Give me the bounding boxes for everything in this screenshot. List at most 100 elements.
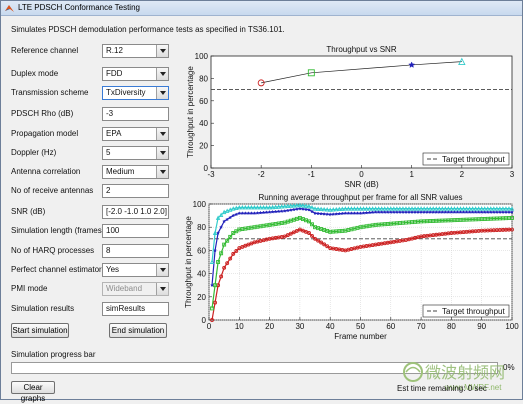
series-point-2 [252, 211, 257, 216]
series-point-3 [476, 206, 481, 211]
title-bar: LTE PDSCH Conformance Testing [1, 1, 522, 16]
chevron-down-icon[interactable] [156, 87, 168, 99]
param-input-10[interactable]: 8 [102, 244, 169, 258]
series-point-1 [307, 219, 311, 224]
series-point-0 [210, 318, 214, 322]
x-tick-label: -1 [308, 170, 316, 179]
series-point-2 [243, 211, 248, 216]
series-point-3 [288, 203, 294, 208]
param-label: No of receive antennas [11, 186, 94, 195]
series-point-2 [461, 209, 466, 214]
series-point-3 [391, 206, 397, 211]
chevron-down-icon[interactable] [156, 147, 168, 159]
param-dropdown-1[interactable]: FDD [102, 67, 169, 81]
series-point-3 [276, 204, 281, 209]
series-point-0 [282, 234, 287, 239]
data-point-3 [458, 57, 466, 66]
clear-graphs-button[interactable]: Clear graphs [11, 381, 55, 403]
series-point-2 [209, 283, 215, 287]
param-input-7[interactable]: 2 [102, 184, 169, 198]
param-dropdown-2[interactable]: TxDiversity [102, 86, 169, 100]
end-simulation-button[interactable]: End simulation [109, 323, 167, 338]
series-point-3 [306, 203, 312, 209]
matlab-icon [5, 5, 14, 12]
series-point-2 [334, 211, 339, 216]
series-point-2 [467, 209, 472, 214]
series-point-2 [352, 211, 357, 216]
series-point-3 [246, 204, 251, 210]
series-point-0 [313, 236, 318, 241]
series-point-2 [288, 207, 293, 212]
series-point-2 [328, 212, 333, 217]
series-point-2 [422, 209, 427, 214]
series-point-2 [400, 209, 405, 214]
series-point-2 [297, 206, 302, 211]
series-point-3 [361, 206, 366, 211]
series-point-2 [397, 209, 402, 214]
param-label: Transmission scheme [11, 88, 89, 97]
series-point-0 [322, 242, 327, 247]
series-point-2 [291, 207, 296, 212]
param-input-3[interactable]: -3 [102, 107, 169, 121]
data-point-0 [257, 79, 265, 87]
series-point-3 [440, 206, 445, 211]
chevron-down-icon[interactable] [156, 166, 168, 178]
series-point-2 [379, 209, 384, 214]
series-point-3 [315, 206, 321, 211]
series-point-2 [485, 209, 490, 214]
param-dropdown-6[interactable]: Medium [102, 165, 169, 179]
y-tick-label: 100 [195, 52, 209, 61]
param-dropdown-0[interactable]: R.12 [102, 44, 169, 58]
param-dropdown-4[interactable]: EPA [102, 127, 169, 141]
series-point-3 [473, 206, 478, 211]
series-point-0 [219, 274, 224, 279]
series-point-3 [291, 203, 297, 208]
legend-entry: Target throughput [442, 307, 505, 316]
legend-box [422, 304, 510, 318]
param-input-9[interactable]: 100 [102, 224, 169, 238]
series-point-3 [331, 207, 336, 212]
chevron-down-icon[interactable] [156, 283, 168, 295]
series-point-3 [464, 206, 469, 211]
series-point-3 [218, 212, 224, 217]
series-point-3 [364, 206, 369, 211]
series-point-0 [510, 227, 514, 232]
series-point-3 [503, 206, 509, 211]
series-point-2 [264, 210, 269, 215]
param-dropdown-5[interactable]: 5 [102, 146, 169, 160]
param-input-13[interactable]: simResults [102, 302, 169, 316]
series-point-2 [258, 210, 263, 215]
y-tick-label: 60 [199, 97, 208, 106]
series-point-2 [388, 209, 393, 214]
param-label: PDSCH Rho (dB) [11, 109, 74, 118]
chevron-down-icon[interactable] [156, 45, 168, 57]
chevron-down-icon[interactable] [156, 68, 168, 80]
series-point-2 [364, 210, 369, 215]
series-point-2 [391, 209, 396, 214]
series-point-3 [409, 206, 415, 211]
series-point-0 [294, 228, 299, 233]
series-point-2 [428, 209, 433, 214]
start-simulation-button[interactable]: Start simulation [11, 323, 69, 338]
param-dropdown-11[interactable]: Yes [102, 263, 169, 277]
series-point-3 [255, 204, 260, 210]
series-point-1 [216, 260, 221, 264]
series-point-3 [403, 206, 409, 211]
chevron-down-icon[interactable] [156, 264, 168, 276]
series-point-3 [482, 206, 487, 211]
y-axis-label: Throughput in percentage [184, 216, 193, 308]
series-point-3 [418, 206, 424, 211]
series-point-2 [276, 209, 281, 214]
series-point-3 [406, 206, 412, 211]
y-tick-label: 60 [197, 246, 206, 255]
series-point-3 [318, 206, 324, 212]
x-axis-label: SNR (dB) [344, 180, 379, 189]
param-input-8[interactable]: [-2.0 -1.0 1.0 2.0] [102, 205, 169, 219]
x-tick-label: -2 [258, 170, 266, 179]
param-label: PMI mode [11, 284, 48, 293]
series-point-3 [343, 206, 348, 211]
chevron-down-icon[interactable] [156, 128, 168, 140]
series-point-2 [494, 209, 499, 214]
param-value: Wideband [106, 284, 143, 293]
series-point-3 [400, 206, 406, 211]
